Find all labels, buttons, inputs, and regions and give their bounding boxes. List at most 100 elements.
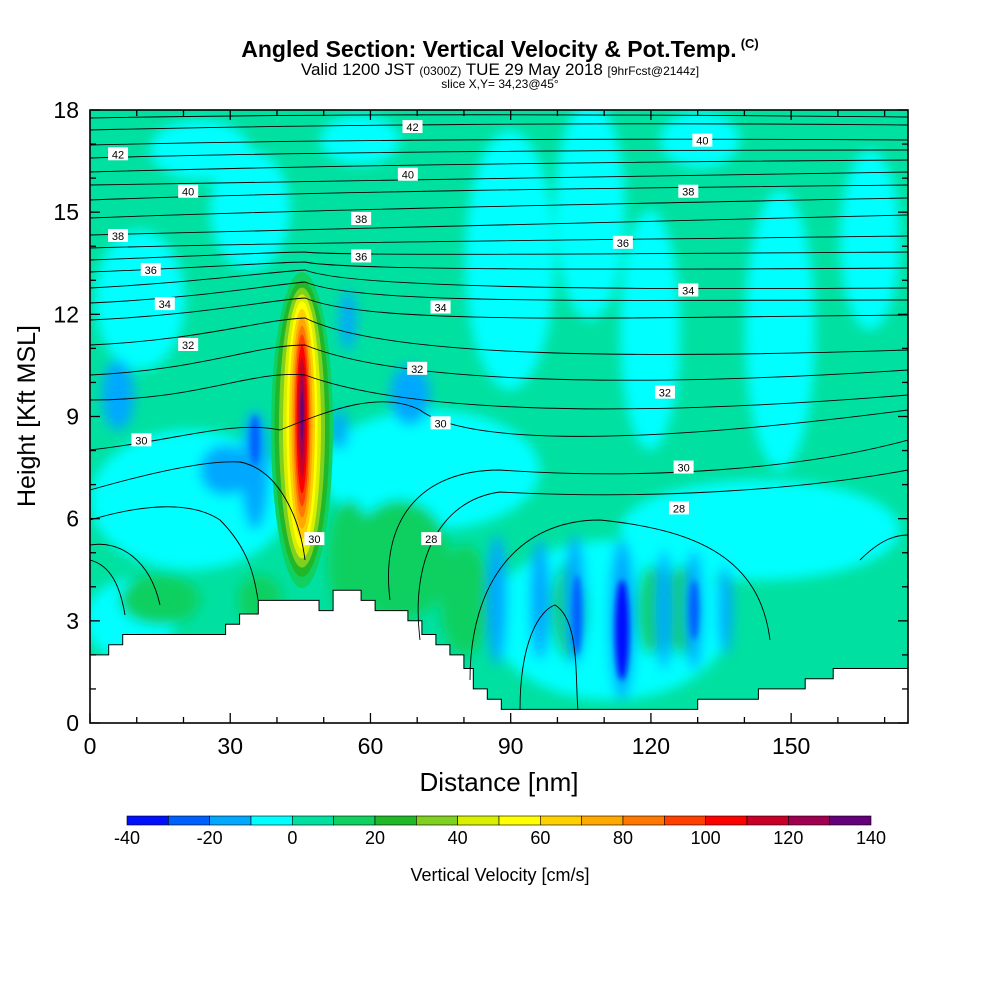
colorbar-tick-label: 140 — [856, 828, 886, 848]
chart-subtitle: Valid 1200 JST (0300Z) TUE 29 May 2018 [… — [300, 60, 700, 79]
x-tick-label: 0 — [84, 733, 97, 759]
colorbar-swatch — [705, 815, 748, 826]
contour-label-text: 32 — [659, 388, 671, 400]
x-tick-label: 30 — [217, 733, 243, 759]
contour-label: 42 — [108, 147, 129, 161]
colorbar-swatch — [209, 815, 252, 826]
contour-label-text: 42 — [112, 149, 124, 161]
contour-label: 32 — [654, 385, 675, 400]
contour-label-text: 34 — [159, 299, 171, 311]
contour-label: 38 — [108, 229, 129, 243]
colorbar-tick-label: 0 — [287, 828, 297, 848]
colorbar-swatch — [581, 815, 624, 826]
contour-label: 32 — [178, 337, 199, 352]
colorbar-title: Vertical Velocity [cm/s] — [410, 865, 589, 885]
y-tick-label: 3 — [66, 608, 79, 634]
x-tick-label: 90 — [498, 733, 524, 759]
colorbar-tick-label: 20 — [365, 828, 385, 848]
colorbar-swatch — [746, 815, 789, 826]
theta-contour-labels: 42 42 40 40 40 38 38 38 36 36 36 34 34 34 32 32 32 30 30 30… — [108, 120, 713, 546]
x-axis: 0 30 60 90 120 150 — [84, 110, 886, 759]
colorbar-swatch — [457, 815, 500, 826]
contour-label-text: 28 — [673, 503, 685, 515]
colorbar-swatch — [250, 815, 293, 826]
y-tick-label: 15 — [53, 199, 79, 225]
contour-label: 30 — [304, 532, 325, 546]
colorbar-tick-label: 120 — [773, 828, 803, 848]
contour-label-text: 42 — [406, 122, 418, 134]
contour-label-text: 28 — [425, 534, 437, 546]
contour-label: 36 — [140, 263, 161, 277]
colorbar — [126, 815, 872, 826]
slice-info: slice X,Y= 34,23@45° — [441, 77, 559, 91]
x-tick-label: 150 — [772, 733, 810, 759]
contour-label: 40 — [178, 184, 199, 199]
contour-label-text: 38 — [112, 231, 124, 243]
contour-label-text: 40 — [182, 187, 194, 199]
y-tick-label: 18 — [53, 97, 79, 123]
colorbar-swatch — [829, 815, 872, 826]
contour-label-text: 30 — [135, 435, 147, 447]
contour-label: 32 — [407, 361, 428, 376]
contour-label: 38 — [678, 184, 699, 199]
colorbar-swatch — [540, 815, 582, 826]
velocity-field: 42 42 40 40 40 38 38 38 36 36 36 34 34 34 32 32 32 30 30 30… — [90, 110, 908, 723]
contour-label-text: 30 — [434, 418, 446, 430]
contour-label: 34 — [430, 300, 451, 315]
contour-label-text: 32 — [182, 340, 194, 352]
contour-label: 28 — [421, 532, 442, 546]
contour-label: 36 — [612, 235, 633, 250]
contour-label-text: 34 — [434, 303, 446, 315]
colorbar-tick-label: -40 — [114, 828, 140, 848]
colorbar-labels: -40 -20 0 20 40 60 80 100 120 140 — [114, 828, 886, 848]
contour-label: 38 — [351, 211, 372, 226]
contour-label-text: 32 — [411, 364, 423, 376]
colorbar-swatch — [498, 815, 541, 826]
contour-label: 34 — [678, 283, 699, 297]
colorbar-swatch — [126, 815, 169, 826]
contour-label-text: 30 — [308, 534, 320, 546]
colorbar-tick-label: 40 — [448, 828, 468, 848]
title-unit: (C) — [740, 36, 759, 51]
contour-label: 30 — [131, 433, 152, 447]
contour-label: 36 — [351, 249, 372, 263]
colorbar-swatch — [168, 815, 210, 826]
contour-label-text: 38 — [355, 214, 367, 226]
contour-label: 28 — [668, 501, 689, 515]
colorbar-swatch — [788, 815, 830, 826]
contour-label-text: 38 — [682, 187, 694, 199]
contour-label: 30 — [430, 416, 451, 430]
colorbar-swatch — [292, 815, 334, 826]
colorbar-swatch — [333, 815, 376, 826]
y-tick-label: 6 — [66, 506, 79, 532]
contour-label-text: 30 — [678, 463, 690, 475]
contour-label-text: 34 — [682, 285, 694, 297]
x-axis-label: Distance [nm] — [420, 767, 579, 797]
x-tick-label: 60 — [358, 733, 384, 759]
contour-label-text: 40 — [696, 136, 708, 148]
y-tick-label: 12 — [53, 301, 79, 327]
y-axis-label: Height [Kft MSL] — [13, 325, 41, 507]
contour-label: 42 — [402, 120, 423, 134]
x-tick-label: 120 — [632, 733, 670, 759]
contour-label: 30 — [673, 460, 694, 475]
colorbar-swatch — [416, 815, 458, 826]
contour-label-text: 40 — [402, 170, 414, 182]
colorbar-tick-label: 60 — [530, 828, 550, 848]
y-tick-label: 9 — [66, 404, 79, 430]
colorbar-tick-label: 80 — [613, 828, 633, 848]
contour-label-text: 36 — [355, 251, 367, 263]
terrain-mask — [90, 589, 908, 723]
y-tick-label: 0 — [66, 710, 79, 736]
colorbar-swatch — [622, 815, 665, 826]
contour-label: 34 — [154, 297, 175, 311]
colorbar-tick-label: -20 — [197, 828, 223, 848]
contour-label-text: 36 — [145, 265, 157, 277]
contour-label: 40 — [692, 133, 713, 148]
contour-label-text: 36 — [617, 238, 629, 250]
colorbar-tick-label: 100 — [691, 828, 721, 848]
chart-title: Angled Section: Vertical Velocity & Pot.… — [241, 36, 759, 62]
updraft-level-12 — [300, 390, 304, 441]
